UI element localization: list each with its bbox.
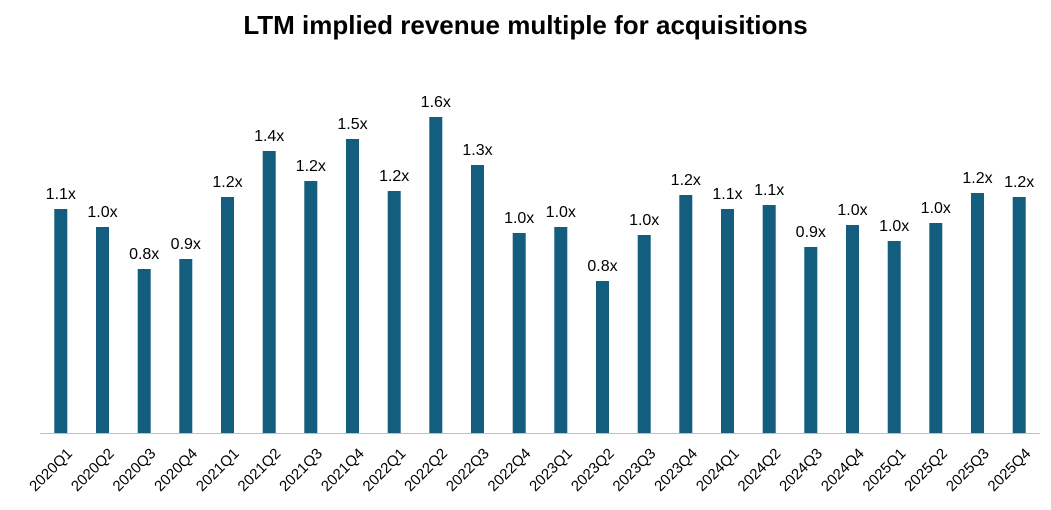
- x-tick-label-2020Q1: 2020Q1: [26, 445, 76, 495]
- bar-2021Q4: [346, 139, 359, 433]
- bar-2023Q3: [637, 235, 651, 433]
- x-tick-label-2025Q1: 2025Q1: [860, 445, 910, 495]
- bar-2021Q3: [304, 181, 318, 433]
- x-tick-label-2022Q3: 2022Q3: [443, 445, 493, 495]
- data-label-2023Q1: 1.0x: [546, 204, 576, 221]
- x-tick-label-2024Q3: 2024Q3: [776, 445, 826, 495]
- x-tick-labels-layer: 2020Q12020Q22020Q32020Q42021Q12021Q22021…: [26, 445, 1034, 495]
- data-label-2025Q3: 1.2x: [962, 170, 992, 187]
- bar-2025Q3: [971, 193, 984, 433]
- x-tick-label-2023Q2: 2023Q2: [568, 445, 618, 495]
- bar-2023Q4: [679, 195, 693, 433]
- x-tick-label-2021Q4: 2021Q4: [318, 445, 368, 495]
- bar-2024Q4: [846, 225, 859, 433]
- bar-2023Q1: [554, 227, 568, 433]
- data-label-2023Q3: 1.0x: [629, 212, 659, 229]
- bar-2021Q1: [221, 197, 234, 433]
- bar-2020Q4: [179, 259, 193, 433]
- chart-title: LTM implied revenue multiple for acquisi…: [243, 10, 808, 40]
- data-label-2021Q3: 1.2x: [296, 158, 326, 175]
- x-tick-label-2020Q2: 2020Q2: [68, 445, 118, 495]
- x-tick-label-2024Q1: 2024Q1: [693, 445, 743, 495]
- x-tick-label-2022Q1: 2022Q1: [360, 445, 410, 495]
- data-label-2021Q1: 1.2x: [212, 174, 242, 191]
- bar-2022Q4: [512, 233, 526, 433]
- x-tick-label-2021Q3: 2021Q3: [276, 445, 326, 495]
- bar-2020Q1: [54, 209, 68, 433]
- data-label-2020Q2: 1.0x: [87, 204, 117, 221]
- bar-2020Q3: [137, 269, 151, 433]
- data-label-2024Q2: 1.1x: [754, 182, 784, 199]
- bar-2024Q3: [804, 247, 818, 433]
- x-tick-label-2021Q2: 2021Q2: [235, 445, 285, 495]
- x-tick-label-2020Q4: 2020Q4: [151, 445, 201, 495]
- data-label-2022Q4: 1.0x: [504, 210, 534, 227]
- data-label-2025Q1: 1.0x: [879, 218, 909, 235]
- data-label-2024Q1: 1.1x: [712, 186, 742, 203]
- data-label-2023Q4: 1.2x: [671, 172, 701, 189]
- x-tick-label-2025Q2: 2025Q2: [901, 445, 951, 495]
- x-tick-label-2024Q4: 2024Q4: [818, 445, 868, 495]
- bars-layer: [54, 117, 1026, 433]
- x-tick-label-2025Q3: 2025Q3: [943, 445, 993, 495]
- x-tick-label-2024Q2: 2024Q2: [735, 445, 785, 495]
- data-label-2024Q4: 1.0x: [837, 202, 867, 219]
- data-label-2023Q2: 0.8x: [587, 258, 617, 275]
- data-labels-layer: 1.1x 1.0x 0.8x 0.9x 1.2x 1.4x 1.2x 1.5x 1.2x 1.6x…: [46, 94, 1035, 275]
- bar-2022Q2: [429, 117, 443, 433]
- data-label-2021Q2: 1.4x: [254, 128, 284, 145]
- bar-2025Q4: [1012, 197, 1026, 433]
- x-tick-label-2023Q3: 2023Q3: [610, 445, 660, 495]
- x-tick-label-2022Q4: 2022Q4: [485, 445, 535, 495]
- bar-2022Q3: [471, 165, 484, 433]
- data-label-2020Q4: 0.9x: [171, 236, 201, 253]
- data-label-2022Q1: 1.2x: [379, 168, 409, 185]
- data-label-2022Q2: 1.6x: [421, 94, 451, 111]
- x-tick-label-2020Q3: 2020Q3: [110, 445, 160, 495]
- x-tick-label-2023Q4: 2023Q4: [651, 445, 701, 495]
- data-label-2025Q2: 1.0x: [921, 200, 951, 217]
- data-label-2020Q1: 1.1x: [46, 186, 76, 203]
- x-tick-label-2021Q1: 2021Q1: [193, 445, 243, 495]
- bar-2020Q2: [96, 227, 109, 433]
- bar-2025Q1: [887, 241, 901, 433]
- x-tick-label-2025Q4: 2025Q4: [985, 445, 1035, 495]
- data-label-2021Q4: 1.5x: [337, 116, 367, 133]
- bar-2025Q2: [929, 223, 943, 433]
- bar-2021Q2: [262, 151, 276, 433]
- bar-2023Q2: [596, 281, 609, 433]
- bar-2024Q1: [721, 209, 734, 433]
- bar-2024Q2: [762, 205, 776, 433]
- data-label-2020Q3: 0.8x: [129, 246, 159, 263]
- x-tick-label-2023Q1: 2023Q1: [526, 445, 576, 495]
- bar-2022Q1: [387, 191, 401, 433]
- data-label-2022Q3: 1.3x: [462, 142, 492, 159]
- x-tick-label-2022Q2: 2022Q2: [401, 445, 451, 495]
- data-label-2025Q4: 1.2x: [1004, 174, 1034, 191]
- data-label-2024Q3: 0.9x: [796, 224, 826, 241]
